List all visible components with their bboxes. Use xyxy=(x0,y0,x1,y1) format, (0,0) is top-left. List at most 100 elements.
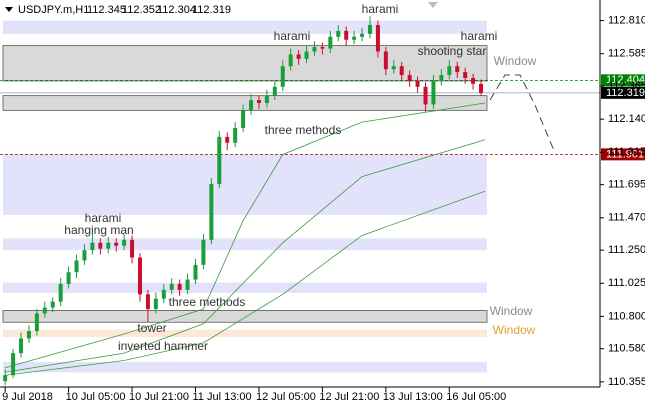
zones xyxy=(0,20,600,373)
candle-body xyxy=(367,25,372,34)
candle-body xyxy=(177,283,182,290)
candle-body xyxy=(455,66,460,73)
annotation: shooting star xyxy=(418,44,487,58)
candle-body xyxy=(122,239,127,246)
annotation: inverted hammer xyxy=(118,339,208,353)
candle-body xyxy=(336,30,341,37)
x-tick-label: 10 Jul 05:00 xyxy=(66,391,126,403)
moving-average xyxy=(5,190,486,376)
annotation: three methods xyxy=(169,295,246,309)
annotation: Window xyxy=(494,54,537,68)
candle-body xyxy=(169,283,174,290)
candle-body xyxy=(415,80,420,87)
y-tick-label: 111.250 xyxy=(608,244,645,256)
candle-body xyxy=(90,242,95,251)
x-tick-label: 12 Jul 05:00 xyxy=(256,391,316,403)
annotation: harami xyxy=(274,29,311,43)
candle-body xyxy=(50,301,55,308)
candle-body xyxy=(201,239,206,265)
candle-body xyxy=(26,331,31,339)
y-tick-label: 112.140 xyxy=(608,113,645,125)
zone xyxy=(3,238,487,251)
x-tick-label: 13 Jul 13:00 xyxy=(383,391,443,403)
candle-body xyxy=(225,136,230,143)
candle-body xyxy=(320,47,325,49)
annotation: tower xyxy=(137,321,166,335)
candle-body xyxy=(185,279,190,290)
high: 112.352 xyxy=(122,4,161,16)
y-tick-label: 112.365 xyxy=(608,80,645,92)
x-tick-label: 11 Jul 13:00 xyxy=(193,391,252,403)
candle-body xyxy=(11,353,16,376)
candle-body xyxy=(82,250,87,261)
candle-body xyxy=(42,307,47,314)
candle-body xyxy=(74,260,79,273)
candle-body xyxy=(137,257,142,295)
candle-body xyxy=(34,313,39,332)
y-tick-label: 111.695 xyxy=(608,179,645,191)
candle-body xyxy=(193,264,198,280)
moving-averages xyxy=(5,102,486,376)
candle-body xyxy=(383,51,388,70)
annotation: harami xyxy=(461,29,498,43)
symbol: USDJPY.m,H1 xyxy=(18,4,89,16)
candle-body xyxy=(328,36,333,49)
candle-body xyxy=(439,75,444,81)
zone xyxy=(2,45,488,82)
candle-body xyxy=(19,338,24,354)
candle-body xyxy=(106,242,111,249)
y-tick-label: 110.580 xyxy=(608,343,645,355)
x-tick-label: 16 Jul 05:00 xyxy=(446,391,506,403)
candle-body xyxy=(399,66,404,76)
moving-average xyxy=(5,102,486,369)
candle-body xyxy=(241,110,246,129)
candle-body xyxy=(209,183,214,240)
candle-body xyxy=(479,83,484,93)
candle-body xyxy=(114,242,119,246)
window-projection xyxy=(489,74,556,154)
y-tick-label: 112.810 xyxy=(608,15,645,27)
candles xyxy=(3,16,484,386)
low: 112.304 xyxy=(157,4,196,16)
y-tick-label: 112.585 xyxy=(608,48,645,60)
candle-body xyxy=(352,36,357,40)
candle-body xyxy=(3,375,8,382)
candle-body xyxy=(447,66,452,76)
candle-body xyxy=(130,239,135,258)
level-label-box xyxy=(601,74,645,87)
y-tick-label: 111.915 xyxy=(608,146,645,158)
level-label: 112.319 xyxy=(606,87,645,99)
candle-body xyxy=(98,242,103,249)
annotation: Window xyxy=(493,323,536,337)
level-label-box xyxy=(601,86,645,99)
zone xyxy=(3,282,487,293)
shift-marker xyxy=(428,2,438,8)
zone xyxy=(3,361,487,373)
candle-body xyxy=(407,75,412,81)
candle-body xyxy=(431,80,436,105)
level-label: 111.901 xyxy=(606,148,644,160)
symbol-icon xyxy=(5,7,13,12)
candle-body xyxy=(463,72,468,78)
moving-average xyxy=(5,139,486,373)
zone xyxy=(3,329,487,337)
y-tick-label: 111.025 xyxy=(608,277,645,289)
zone xyxy=(3,154,487,215)
open: 112.345 xyxy=(87,4,126,16)
candle-body xyxy=(249,100,254,111)
y-tick-label: 110.355 xyxy=(608,376,645,388)
candle-body xyxy=(288,54,293,67)
close: 112.319 xyxy=(192,4,231,16)
level-label-box xyxy=(601,148,645,161)
candle-body xyxy=(391,66,396,70)
candle-body xyxy=(471,77,476,84)
candle-body xyxy=(375,25,380,52)
candle-body xyxy=(280,66,285,87)
candle-body xyxy=(296,54,301,59)
zone xyxy=(2,95,488,111)
candle-body xyxy=(312,47,317,52)
candle-body xyxy=(304,51,309,59)
candle-body xyxy=(153,298,158,310)
